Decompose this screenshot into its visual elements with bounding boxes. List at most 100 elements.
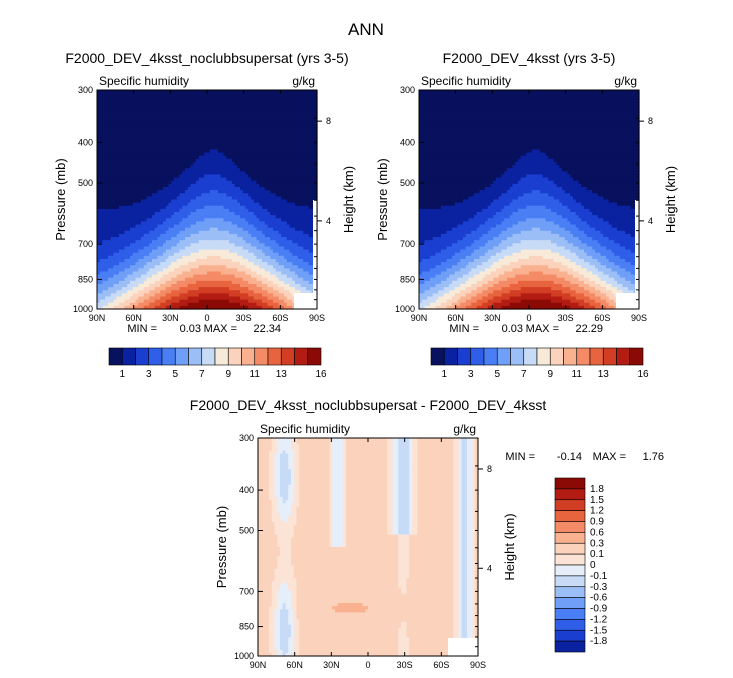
contour-cell-0 [110, 149, 115, 154]
contour-cell-0 [135, 287, 139, 291]
contour-cell-0 [174, 215, 178, 219]
contour-cell-0 [127, 177, 131, 182]
contour-cell-0 [182, 136, 186, 141]
contour-cell-0 [119, 190, 123, 194]
contour-cell-0 [187, 146, 192, 151]
contour-cell-0 [174, 146, 178, 151]
contour-cell-0 [152, 299, 156, 304]
contour-cell-0 [102, 262, 106, 266]
contour-cell-0 [113, 118, 117, 122]
contour-cell-0 [182, 230, 186, 235]
contour-cell-0 [116, 143, 120, 147]
contour-cell-0 [113, 177, 117, 182]
contour-cell-0 [138, 230, 142, 235]
contour-cell-0 [174, 196, 178, 201]
contour-cell-0 [154, 161, 159, 166]
contour-cell-0 [163, 255, 167, 260]
contour-cell-0 [176, 240, 181, 244]
contour-cell-0 [146, 252, 150, 257]
contour-cell-0 [113, 168, 117, 172]
contour-cell-0 [108, 208, 112, 213]
contour-cell-0 [124, 243, 128, 248]
contour-cell-0 [149, 221, 153, 226]
contour-cell-0 [138, 99, 142, 104]
contour-cell-0 [132, 271, 137, 276]
contour-cell-0 [143, 290, 148, 294]
contour-cell-0 [146, 152, 150, 157]
contour-cell-0 [176, 293, 181, 298]
contour-cell-0 [132, 115, 137, 119]
contour-cell-0 [160, 252, 164, 257]
contour-cell-0 [113, 155, 117, 160]
contour-cell-0 [138, 149, 142, 154]
contour-cell-0 [132, 243, 137, 248]
contour-cell-0 [105, 268, 109, 273]
contour-cell-0 [193, 283, 197, 288]
contour-cell-0 [99, 146, 104, 151]
contour-cell-0 [179, 99, 183, 104]
contour-cell-0 [152, 208, 156, 213]
contour-cell-0 [138, 221, 142, 226]
contour-cell-0 [119, 271, 123, 276]
contour-cell-0 [154, 280, 159, 285]
contour-cell-0 [108, 165, 112, 169]
contour-cell-0 [124, 183, 128, 188]
contour-cell-0 [176, 161, 181, 166]
contour-cell-0 [179, 93, 183, 97]
contour-cell-0 [108, 271, 112, 276]
contour-cell-0 [124, 140, 128, 144]
contour-cell-0 [141, 136, 145, 141]
contour-cell-0 [152, 186, 156, 191]
contour-cell-0 [149, 155, 153, 160]
contour-cell-0 [154, 246, 159, 251]
contour-cell-0 [182, 237, 186, 241]
contour-cell-0 [187, 290, 192, 294]
contour-cell-0 [157, 218, 161, 222]
contour-cell-0 [171, 199, 175, 204]
contour-cell-0 [182, 221, 186, 226]
contour-cell-0 [154, 218, 159, 222]
contour-cell-0 [97, 143, 101, 147]
contour-cell-0 [121, 233, 126, 238]
contour-cell-0 [165, 193, 170, 197]
contour-cell-0 [130, 246, 134, 251]
contour-cell-0 [113, 208, 117, 213]
contour-cell-0 [160, 205, 164, 210]
contour-cell-0 [168, 277, 172, 282]
contour-cell-0 [135, 255, 139, 260]
contour-cell-0 [187, 258, 192, 263]
contour-cell-0 [193, 221, 197, 226]
contour-cell-0 [193, 246, 197, 251]
contour-cell-0 [99, 262, 104, 266]
contour-cell-0 [182, 105, 186, 110]
contour-cell-0 [121, 243, 126, 248]
contour-cell-0 [152, 118, 156, 122]
contour-cell-0 [146, 249, 150, 254]
contour-cell-0 [196, 96, 200, 100]
contour-cell-0 [119, 215, 123, 219]
contour-cell-0 [141, 108, 145, 113]
contour-cell-0 [124, 149, 128, 154]
contour-cell-0 [146, 296, 150, 301]
contour-cell-0 [121, 133, 126, 138]
contour-cell-0 [193, 305, 197, 310]
contour-cell-0 [157, 196, 161, 201]
contour-cell-0 [135, 174, 139, 179]
contour-cell-0 [127, 93, 131, 97]
contour-cell-0 [141, 246, 145, 251]
contour-cell-0 [99, 255, 104, 260]
contour-cell-0 [160, 215, 164, 219]
contour-cell-0 [102, 230, 106, 235]
contour-cell-0 [193, 93, 197, 97]
contour-cell-0 [146, 302, 150, 307]
contour-cell-0 [171, 265, 175, 269]
contour-cell-0 [135, 171, 139, 176]
contour-cell-0 [99, 161, 104, 166]
contour-cell-0 [157, 130, 161, 135]
contour-cell-0 [154, 240, 159, 244]
contour-cell-0 [157, 299, 161, 304]
contour-cell-0 [157, 199, 161, 204]
contour-cell-0 [121, 208, 126, 213]
contour-cell-0 [146, 108, 150, 113]
contour-cell-0 [149, 277, 153, 282]
